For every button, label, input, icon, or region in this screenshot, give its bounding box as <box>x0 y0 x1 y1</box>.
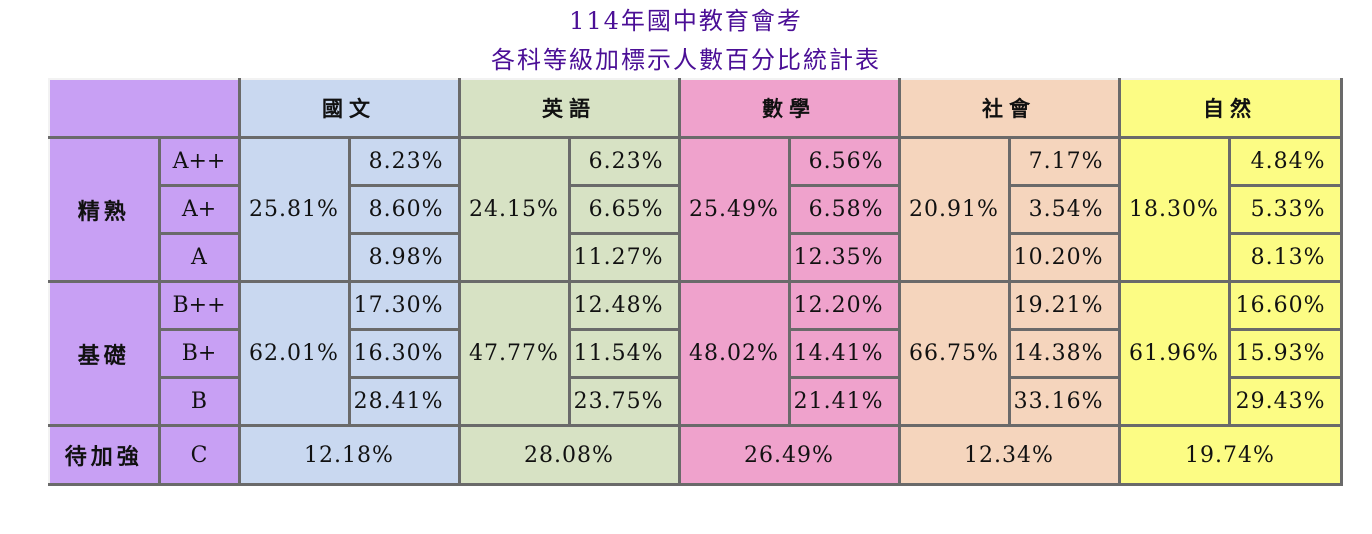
cell-a-plus-math: 6.58% <box>788 184 901 235</box>
cell-a-plus-english: 6.65% <box>568 184 681 235</box>
grade-label-c: C <box>158 424 241 486</box>
cell-c-math: 26.49% <box>678 424 901 486</box>
level-label-proficient: 精熟 <box>48 136 161 283</box>
cell-a-plus-plus-math: 6.56% <box>788 136 901 187</box>
corner-cell <box>48 78 241 139</box>
cell-c-english: 28.08% <box>458 424 681 486</box>
subject-header-math: 數學 <box>678 78 901 139</box>
table-row-a-plus: A+ 8.60% 6.65% 6.58% 3.54% 5.33% <box>49 184 1343 235</box>
grade-label-b: B <box>158 376 241 427</box>
basic-total-social: 66.75% <box>898 280 1011 427</box>
subject-header-science: 自然 <box>1118 78 1343 139</box>
grade-label-a: A <box>158 232 241 283</box>
subject-header-social: 社會 <box>898 78 1121 139</box>
proficient-total-english: 24.15% <box>458 136 571 283</box>
cell-b-english: 23.75% <box>568 376 681 427</box>
level-label-needs-improvement: 待加強 <box>48 424 161 486</box>
table-row-b-plus: B+ 16.30% 11.54% 14.41% 14.38% 15.93% <box>49 328 1343 379</box>
table-header-row: 國文 英語 數學 社會 自然 <box>48 78 1343 139</box>
proficient-total-science: 18.30% <box>1118 136 1231 283</box>
page-title: 114年國中教育會考 <box>569 7 803 35</box>
cell-c-social: 12.34% <box>898 424 1121 486</box>
cell-a-social: 10.20% <box>1008 232 1121 283</box>
table-row-a-plus-plus: 精熟 A++ 25.81% 8.23% 24.15% 6.23% 25.49% … <box>48 136 1343 283</box>
cell-a-plus-plus-english: 6.23% <box>568 136 681 187</box>
cell-a-math: 12.35% <box>788 232 901 283</box>
cell-b-chinese: 28.41% <box>348 376 461 427</box>
table-row-c: 待加強 C 12.18% 28.08% 26.49% 12.34% 19.74% <box>48 424 1343 486</box>
cell-a-plus-plus-science: 4.84% <box>1228 136 1343 187</box>
statistics-table: 國文 英語 數學 社會 自然 精熟 A++ 25.81% 8.23% 24.15… <box>48 78 1343 486</box>
grade-label-b-plus: B+ <box>158 328 241 379</box>
cell-b-social: 33.16% <box>1008 376 1121 427</box>
table-row-a: A 8.98% 11.27% 12.35% 10.20% 8.13% <box>49 232 1343 283</box>
cell-a-plus-chinese: 8.60% <box>348 184 461 235</box>
cell-c-science: 19.74% <box>1118 424 1343 486</box>
basic-total-english: 47.77% <box>458 280 571 427</box>
table-row-b-plus-plus: 基礎 B++ 62.01% 17.30% 47.77% 12.48% 48.02… <box>48 280 1343 427</box>
grade-label-a-plus-plus: A++ <box>158 136 241 187</box>
basic-total-science: 61.96% <box>1118 280 1231 427</box>
cell-b-plus-plus-english: 12.48% <box>568 280 681 331</box>
cell-c-chinese: 12.18% <box>238 424 461 486</box>
cell-b-plus-plus-social: 19.21% <box>1008 280 1121 331</box>
cell-a-plus-science: 5.33% <box>1228 184 1343 235</box>
proficient-total-chinese: 25.81% <box>238 136 351 283</box>
basic-total-math: 48.02% <box>678 280 791 427</box>
cell-b-plus-science: 15.93% <box>1228 328 1343 379</box>
cell-b-plus-plus-math: 12.20% <box>788 280 901 331</box>
cell-b-plus-plus-science: 16.60% <box>1228 280 1343 331</box>
cell-a-english: 11.27% <box>568 232 681 283</box>
cell-b-plus-chinese: 16.30% <box>348 328 461 379</box>
subject-header-chinese: 國文 <box>238 78 461 139</box>
level-label-basic: 基礎 <box>48 280 161 427</box>
cell-b-plus-english: 11.54% <box>568 328 681 379</box>
page-subtitle: 各科等級加標示人數百分比統計表 <box>491 46 881 74</box>
cell-b-plus-social: 14.38% <box>1008 328 1121 379</box>
cell-a-plus-plus-social: 7.17% <box>1008 136 1121 187</box>
cell-a-science: 8.13% <box>1228 232 1343 283</box>
cell-a-chinese: 8.98% <box>348 232 461 283</box>
proficient-total-math: 25.49% <box>678 136 791 283</box>
cell-a-plus-plus-chinese: 8.23% <box>348 136 461 187</box>
cell-a-plus-social: 3.54% <box>1008 184 1121 235</box>
cell-b-plus-plus-chinese: 17.30% <box>348 280 461 331</box>
grade-label-b-plus-plus: B++ <box>158 280 241 331</box>
cell-b-science: 29.43% <box>1228 376 1343 427</box>
cell-b-math: 21.41% <box>788 376 901 427</box>
proficient-total-social: 20.91% <box>898 136 1011 283</box>
basic-total-chinese: 62.01% <box>238 280 351 427</box>
grade-label-a-plus: A+ <box>158 184 241 235</box>
subject-header-english: 英語 <box>458 78 681 139</box>
cell-b-plus-math: 14.41% <box>788 328 901 379</box>
table-row-b: B 28.41% 23.75% 21.41% 33.16% 29.43% <box>49 376 1343 427</box>
